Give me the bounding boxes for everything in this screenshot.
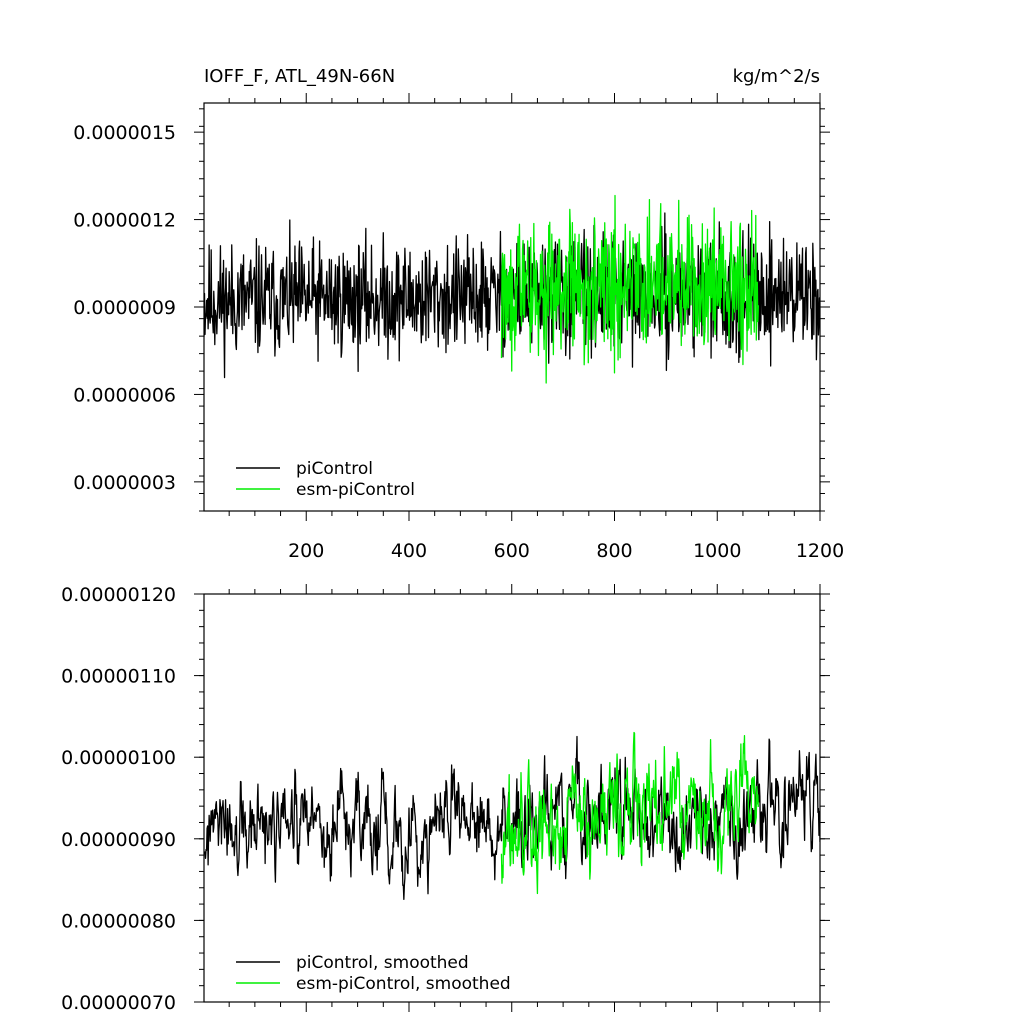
y-tick-label: 0.00000120	[61, 584, 176, 606]
series-line-esm-picontrol-smoothed	[500, 731, 759, 895]
bottom-y-tick-labels: 0.00000070 0.00000080 0.00000090 0.00000100…	[61, 584, 176, 1014]
y-tick-label: 0.0000003	[73, 472, 176, 494]
y-tick-label: 0.00000080	[61, 910, 176, 932]
y-tick-label: 0.0000006	[73, 384, 176, 406]
top-legend: piControl esm-piControl	[236, 459, 415, 500]
x-tick-label: 200	[288, 540, 324, 562]
top-panel-units: kg/m^2/s	[733, 66, 820, 87]
y-tick-label: 0.00000070	[61, 992, 176, 1014]
top-plot-frame	[203, 102, 821, 512]
bottom-legend-label-picontrol: piControl, smoothed	[296, 953, 469, 973]
top-panel-title: IOFF_F, ATL_49N-66N	[204, 66, 395, 87]
y-tick-label: 0.00000090	[61, 829, 176, 851]
top-legend-label-picontrol: piControl	[296, 459, 373, 479]
x-tick-label: 400	[391, 540, 427, 562]
x-tick-label: 1200	[796, 540, 844, 562]
x-tick-label: 600	[494, 540, 530, 562]
y-tick-label: 0.00000110	[61, 666, 176, 688]
y-tick-label: 0.0000009	[73, 297, 176, 319]
bottom-legend-label-esm-picontrol: esm-piControl, smoothed	[296, 974, 511, 994]
top-axis-ticks	[194, 93, 830, 521]
series-line-esm-picontrol	[500, 194, 759, 384]
bottom-panel: 0.00000070 0.00000080 0.00000090 0.00000100…	[61, 584, 830, 1014]
bottom-series-group	[204, 731, 820, 900]
top-panel: IOFF_F, ATL_49N-66N kg/m^2/s 0.00000030.…	[73, 66, 844, 562]
top-x-tick-labels: 200 400 600 800 1000 1200	[288, 540, 844, 562]
top-y-tick-labels: 0.0000003 0.0000006 0.0000009 0.0000012 0.00…	[73, 122, 176, 494]
y-tick-label: 0.00000100	[61, 747, 176, 769]
top-legend-label-esm-picontrol: esm-piControl	[296, 480, 415, 500]
bottom-legend: piControl, smoothed esm-piControl, smoot…	[236, 953, 511, 994]
y-tick-label: 0.0000015	[73, 122, 176, 144]
y-tick-label: 0.0000012	[73, 210, 176, 232]
bottom-axis-ticks	[194, 584, 830, 1012]
top-series-group	[204, 194, 820, 384]
bottom-plot-frame	[203, 593, 821, 1003]
x-tick-label: 800	[596, 540, 632, 562]
x-tick-label: 1000	[693, 540, 741, 562]
